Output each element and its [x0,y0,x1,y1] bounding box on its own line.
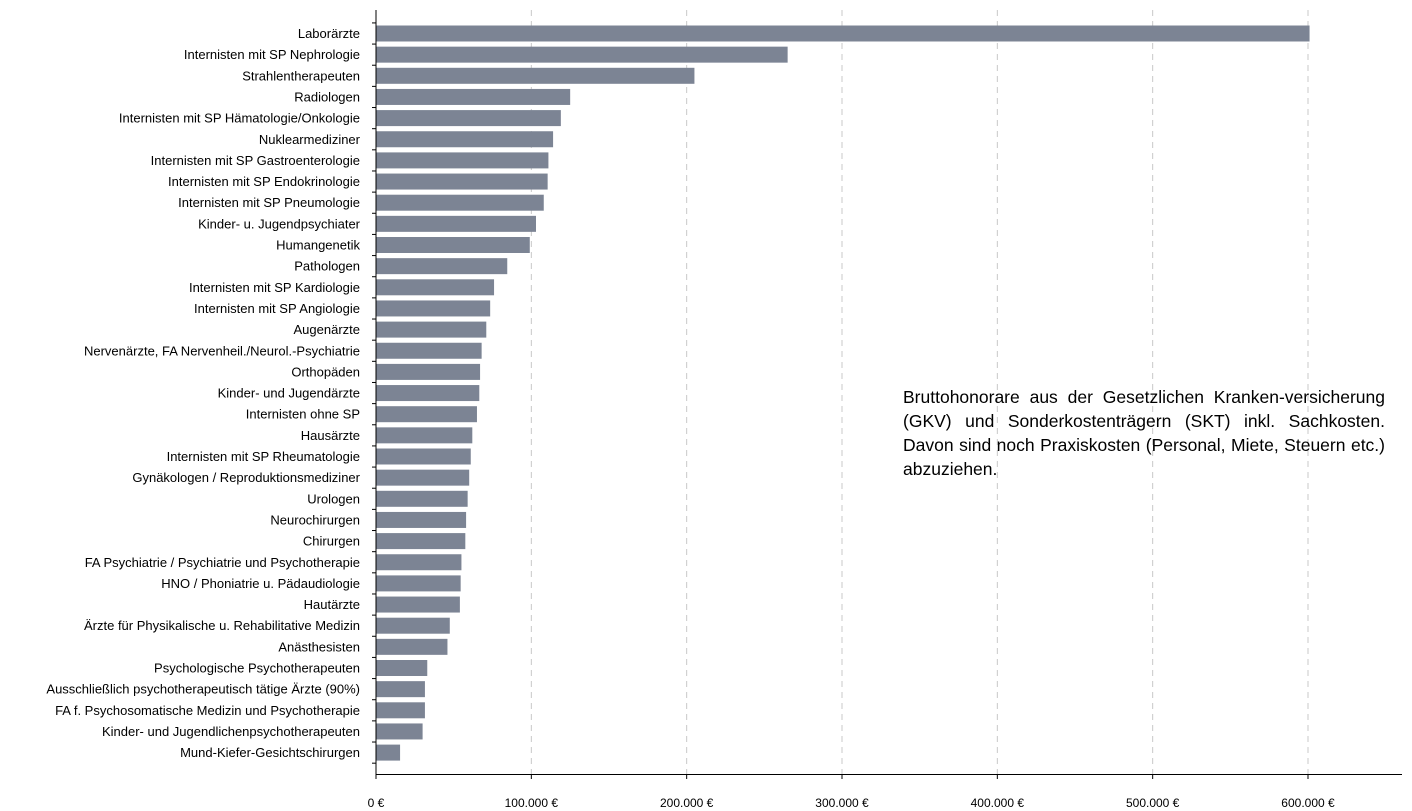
bar-9 [376,215,536,232]
bar-15 [376,342,482,359]
bar-16 [376,363,481,380]
bar-10 [376,237,530,253]
category-label-22: Urologen [307,491,360,506]
bar-33 [376,723,423,740]
bar-25 [376,554,462,571]
category-label-15: Nervenärzte, FA Nervenheil./Neurol.-Psyc… [84,343,360,358]
category-label-23: Neurochirurgen [270,512,360,527]
category-label-4: Internisten mit SP Hämatologie/Onkologie [119,111,360,126]
bar-27 [376,596,460,613]
category-label-16: Orthopäden [291,364,360,379]
category-label-25: FA Psychiatrie / Psychiatrie und Psychot… [85,555,360,570]
bar-19 [376,427,473,444]
bar-7 [376,173,548,190]
bar-11 [376,258,508,275]
bar-21 [376,469,470,486]
bar-22 [376,490,468,507]
category-label-12: Internisten mit SP Kardiologie [189,280,360,295]
category-label-6: Internisten mit SP Gastroenterologie [151,153,360,168]
category-label-5: Nuklearmediziner [259,132,361,147]
category-label-0: Laborärzte [298,26,360,41]
category-label-13: Internisten mit SP Angiologie [194,301,360,316]
bar-0 [376,25,1310,42]
category-label-20: Internisten mit SP Rheumatologie [167,449,360,464]
bar-3 [376,88,571,105]
axes [372,10,1402,779]
category-label-33: Kinder- und Jugendlichenpsychotherapeute… [102,724,360,739]
category-label-24: Chirurgen [303,534,360,549]
category-label-30: Psychologische Psychotherapeuten [154,661,360,676]
bar-12 [376,279,495,296]
bar-13 [376,300,491,317]
category-label-8: Internisten mit SP Pneumologie [178,195,360,210]
category-label-28: Ärzte für Physikalische u. Rehabilitativ… [84,618,360,633]
bars [376,25,1310,761]
bar-26 [376,575,461,592]
category-label-3: Radiologen [294,89,360,104]
bar-31 [376,681,425,698]
bar-18 [376,406,477,423]
bar-5 [376,131,554,148]
bar-28 [376,617,450,634]
category-label-11: Pathologen [294,259,360,274]
category-label-17: Kinder- und Jugendärzte [218,386,360,401]
bar-23 [376,511,467,528]
x-tick-label-0: 0 € [368,796,385,810]
category-label-2: Strahlentherapeuten [242,68,360,83]
category-label-21: Gynäkologen / Reproduktionsmediziner [132,470,360,485]
x-tick-label-6: 600.000 € [1281,796,1335,810]
category-label-26: HNO / Phoniatrie u. Pädaudiologie [161,576,360,591]
x-tick-label-2: 200.000 € [660,796,714,810]
category-label-32: FA f. Psychosomatische Medizin und Psych… [55,703,360,718]
chart-annotation: Bruttohonorare aus der Gesetzlichen Kran… [903,387,1385,479]
bar-14 [376,321,487,338]
bar-1 [376,46,788,63]
category-label-31: Ausschließlich psychotherapeutisch tätig… [46,682,360,697]
x-tick-label-3: 300.000 € [815,796,869,810]
bar-8 [376,194,544,211]
x-tick-label-4: 400.000 € [971,796,1025,810]
bar-17 [376,385,480,402]
bar-34 [376,744,401,761]
category-label-29: Anästhesisten [278,639,360,654]
bar-29 [376,638,448,655]
bar-4 [376,110,561,127]
category-label-9: Kinder- u. Jugendpsychiater [198,216,361,231]
x-tick-label-5: 500.000 € [1126,796,1180,810]
category-labels: Laborärzte Internisten mit SP Nephrologie… [46,26,360,760]
category-label-19: Hausärzte [301,428,360,443]
category-label-18: Internisten ohne SP [246,407,360,422]
category-label-34: Mund-Kiefer-Gesichtschirurgen [180,745,360,760]
bar-30 [376,660,428,676]
bar-32 [376,702,425,719]
bar-2 [376,67,695,84]
bar-24 [376,533,466,550]
x-tick-labels: 0 € 100.000 € 200.000 € 300.000 € 400.000 € 5… [368,796,1335,810]
category-label-14: Augenärzte [294,322,361,337]
category-label-1: Internisten mit SP Nephrologie [184,47,360,62]
category-label-27: Hautärzte [304,597,360,612]
x-tick-label-1: 100.000 € [505,796,559,810]
category-label-7: Internisten mit SP Endokrinologie [168,174,360,189]
category-label-10: Humangenetik [276,238,360,253]
bar-20 [376,448,471,465]
bar-6 [376,152,549,169]
